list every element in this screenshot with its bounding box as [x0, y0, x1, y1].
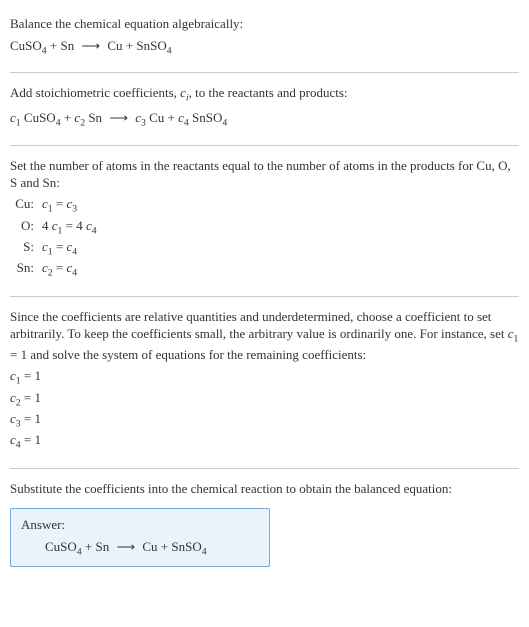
coeff-val: = 1	[21, 411, 41, 426]
answer-label: Answer:	[21, 517, 259, 533]
atom-row: O: 4 c1 = 4 c4	[10, 217, 519, 238]
atom-eq: c1 = c4	[42, 238, 519, 259]
eq-sign: =	[53, 239, 67, 254]
solve-text-var-sub: 1	[514, 334, 519, 345]
coeff-heading-pre: Add stoichiometric coefficients,	[10, 85, 180, 100]
section-answer: Substitute the coefficients into the che…	[10, 473, 519, 574]
rhs-pre: 4	[76, 218, 86, 233]
atom-table: Cu: c1 = c3 O: 4 c1 = 4 c4 S: c1 = c4 Sn…	[10, 195, 519, 280]
divider-1	[10, 72, 519, 73]
eq-sign: =	[62, 218, 76, 233]
c1-sub: 1	[16, 118, 21, 129]
p2: SnSO	[192, 110, 222, 125]
c2-sub: 2	[80, 118, 85, 129]
lhs-pre: 4	[42, 218, 52, 233]
section-coefficients: Add stoichiometric coefficients, ci, to …	[10, 77, 519, 141]
plus-1: +	[47, 38, 61, 53]
ans-arrow: ⟶	[113, 539, 140, 554]
p1: Cu	[149, 110, 164, 125]
atom-label: O:	[10, 217, 42, 238]
coeff-list: c1 = 1 c2 = 1 c3 = 1 c4 = 1	[10, 367, 519, 452]
plus-3: +	[61, 110, 75, 125]
section-solve: Since the coefficients are relative quan…	[10, 301, 519, 464]
coeff-val: = 1	[21, 432, 41, 447]
plus-2: +	[123, 38, 137, 53]
ans-p2: SnSO	[171, 539, 201, 554]
ans-plus-2: +	[158, 539, 172, 554]
atom-eq: 4 c1 = 4 c4	[42, 217, 519, 238]
coeff-item: c2 = 1	[10, 389, 519, 410]
atom-eq: c1 = c3	[42, 195, 519, 216]
coeff-equation: c1 CuSO4 + c2 Sn ⟶ c3 Cu + c4 SnSO4	[10, 109, 519, 130]
ans-p2-sub: 4	[202, 547, 207, 558]
atom-label: Sn:	[10, 259, 42, 280]
solve-text: Since the coefficients are relative quan…	[10, 309, 519, 363]
atom-label: S:	[10, 238, 42, 259]
answer-equation: CuSO4 + Sn ⟶ Cu + SnSO4	[21, 539, 259, 558]
c4-sub: 4	[184, 118, 189, 129]
rhs-sub: 3	[72, 204, 77, 215]
product-1: Cu	[107, 38, 122, 53]
coeff-val: = 1	[21, 368, 41, 383]
r1: CuSO	[24, 110, 56, 125]
coeff-heading-post: , to the reactants and products:	[189, 85, 348, 100]
atoms-heading: Set the number of atoms in the reactants…	[10, 158, 519, 192]
section-problem: Balance the chemical equation algebraica…	[10, 8, 519, 68]
coeff-item: c4 = 1	[10, 431, 519, 452]
solve-text-pre: Since the coefficients are relative quan…	[10, 309, 508, 341]
c3-sub: 3	[141, 118, 146, 129]
atom-label: Cu:	[10, 195, 42, 216]
rhs-sub: 4	[72, 268, 77, 279]
problem-heading: Balance the chemical equation algebraica…	[10, 16, 519, 33]
ans-plus-1: +	[82, 539, 96, 554]
atom-row: Sn: c2 = c4	[10, 259, 519, 280]
divider-2	[10, 145, 519, 146]
answer-box: Answer: CuSO4 + Sn ⟶ Cu + SnSO4	[10, 508, 270, 567]
atom-eq: c2 = c4	[42, 259, 519, 280]
product-2-sub: 4	[167, 45, 172, 56]
ans-r1: CuSO	[45, 539, 77, 554]
solve-text-post: = 1 and solve the system of equations fo…	[10, 347, 366, 362]
coeff-item: c3 = 1	[10, 410, 519, 431]
section-atoms: Set the number of atoms in the reactants…	[10, 150, 519, 293]
arrow-2: ⟶	[105, 110, 132, 125]
eq-sign: =	[53, 260, 67, 275]
coeff-heading: Add stoichiometric coefficients, ci, to …	[10, 85, 519, 105]
atom-row: S: c1 = c4	[10, 238, 519, 259]
problem-equation: CuSO4 + Sn ⟶ Cu + SnSO4	[10, 37, 519, 58]
reactant-1: CuSO	[10, 38, 42, 53]
ans-r2: Sn	[96, 539, 110, 554]
eq-sign: =	[53, 196, 67, 211]
r2: Sn	[88, 110, 102, 125]
rhs-sub: 4	[72, 246, 77, 257]
divider-4	[10, 468, 519, 469]
arrow-1: ⟶	[78, 38, 105, 53]
coeff-val: = 1	[21, 390, 41, 405]
rhs-sub: 4	[92, 225, 97, 236]
product-2: SnSO	[136, 38, 166, 53]
coeff-item: c1 = 1	[10, 367, 519, 388]
atom-row: Cu: c1 = c3	[10, 195, 519, 216]
ans-p1: Cu	[142, 539, 157, 554]
answer-heading: Substitute the coefficients into the che…	[10, 481, 519, 498]
divider-3	[10, 296, 519, 297]
plus-4: +	[164, 110, 178, 125]
p2-sub: 4	[222, 118, 227, 129]
reactant-2: Sn	[61, 38, 75, 53]
